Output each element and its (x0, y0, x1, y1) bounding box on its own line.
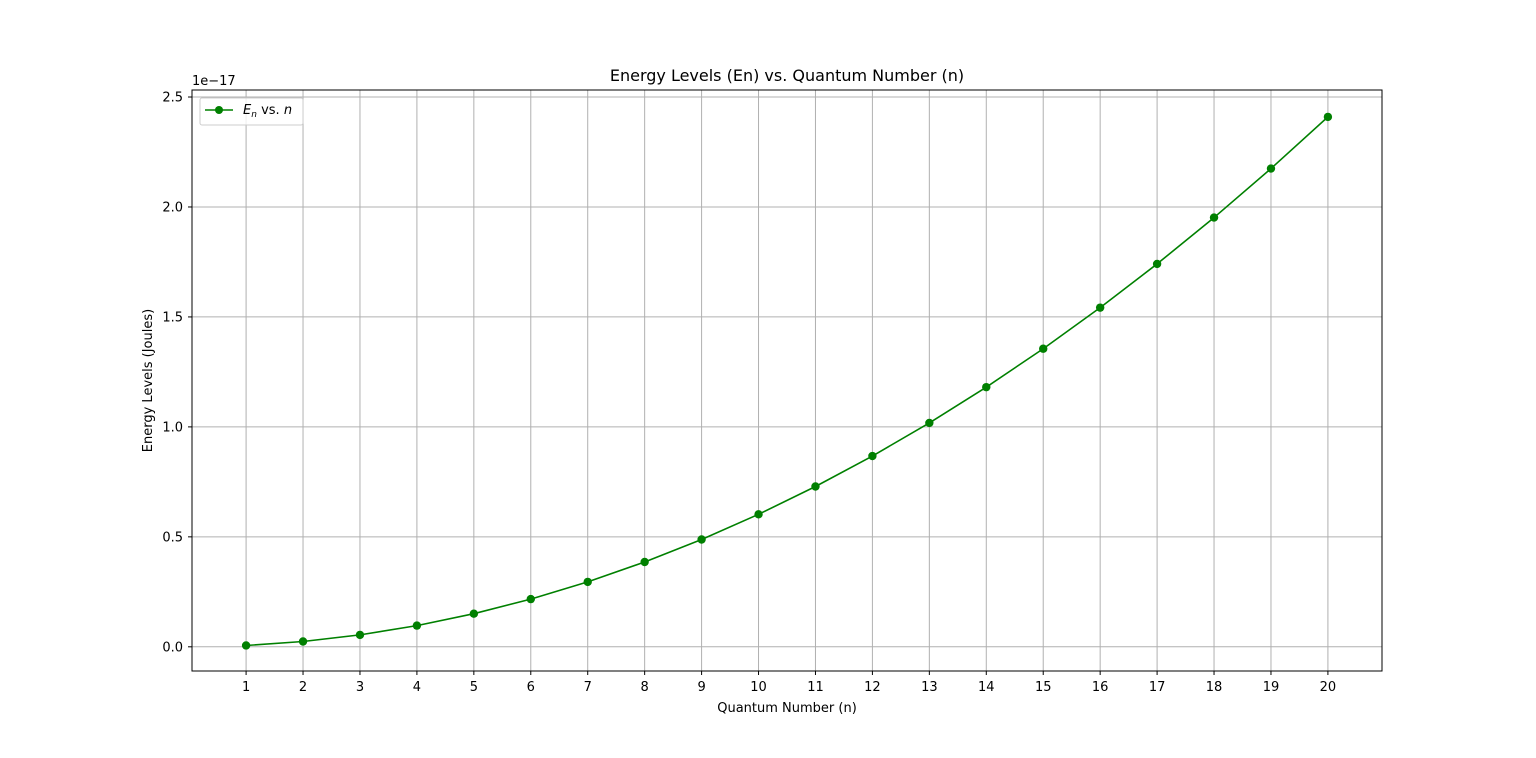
data-point (1209, 213, 1219, 222)
legend-entry-label: En vs. n (243, 103, 292, 120)
legend-symbol-e: E (243, 103, 252, 118)
data-point (1323, 112, 1333, 122)
x-tick-label: 16 (1092, 680, 1109, 695)
grid (192, 90, 1382, 671)
x-axis-ticks: 1 2 3 4 5 6 7 8 9 10 11 12 13 14 15 16 17 18 19 20 (242, 671, 1336, 695)
x-tick-label: 19 (1263, 680, 1280, 695)
data-point (754, 510, 763, 519)
x-tick-label: 8 (641, 680, 649, 695)
data-point (868, 451, 877, 461)
data-point (1152, 259, 1162, 269)
axes-frame (191, 89, 1383, 672)
y-tick-label: 1.0 (162, 420, 183, 435)
data-point (1039, 344, 1048, 353)
y-tick-label: 2.0 (162, 200, 183, 215)
series-line (246, 116, 1329, 647)
legend-symbol-n: n (284, 103, 292, 118)
chart-title: Energy Levels (En) vs. Quantum Number (n… (610, 66, 964, 85)
x-axis-label: Quantum Number (n) (717, 701, 857, 716)
data-point (811, 482, 820, 491)
x-tick-label: 3 (356, 680, 364, 695)
data-point (241, 641, 251, 650)
series-layer (241, 112, 1333, 650)
x-tick-label: 10 (750, 680, 767, 695)
x-tick-label: 2 (299, 680, 307, 695)
data-point (640, 557, 649, 567)
y-tick-label: 0.5 (162, 530, 183, 545)
y-tick-label: 0.0 (162, 640, 183, 655)
y-tick-label: 2.5 (162, 91, 183, 106)
x-tick-label: 14 (978, 680, 995, 695)
y-axis-label: Energy Levels (Joules) (141, 309, 156, 452)
x-tick-label: 11 (807, 680, 824, 695)
data-point (526, 594, 535, 604)
data-point (982, 382, 991, 392)
y-tick-label: 1.5 (162, 310, 183, 325)
data-point (583, 577, 592, 587)
x-tick-label: 12 (864, 680, 881, 695)
legend: En vs. n (199, 97, 304, 126)
legend-vs-text: vs. (257, 103, 284, 118)
legend-marker-swatch (215, 106, 223, 114)
data-point (925, 418, 934, 428)
x-tick-label: 18 (1206, 680, 1223, 695)
data-point (1095, 303, 1105, 312)
data-point (355, 630, 365, 640)
data-point (1266, 164, 1276, 173)
x-tick-label: 6 (527, 680, 535, 695)
legend-box (199, 97, 304, 126)
x-tick-label: 4 (413, 680, 421, 695)
x-tick-label: 5 (470, 680, 478, 695)
x-tick-label: 9 (697, 680, 705, 695)
data-point (412, 621, 422, 630)
data-point (469, 609, 479, 618)
x-tick-label: 13 (921, 680, 938, 695)
x-tick-label: 15 (1035, 680, 1052, 695)
x-tick-label: 7 (584, 680, 592, 695)
x-tick-label: 20 (1320, 680, 1337, 695)
data-point (298, 637, 308, 646)
y-axis-offset-text: 1e−17 (192, 74, 236, 89)
x-tick-label: 17 (1149, 680, 1166, 695)
legend-symbol-subscript: n (251, 110, 257, 120)
data-point (697, 535, 706, 544)
x-tick-label: 1 (242, 680, 250, 695)
y-axis-ticks: 0.0 0.5 1.0 1.5 2.0 2.5 (162, 91, 192, 655)
